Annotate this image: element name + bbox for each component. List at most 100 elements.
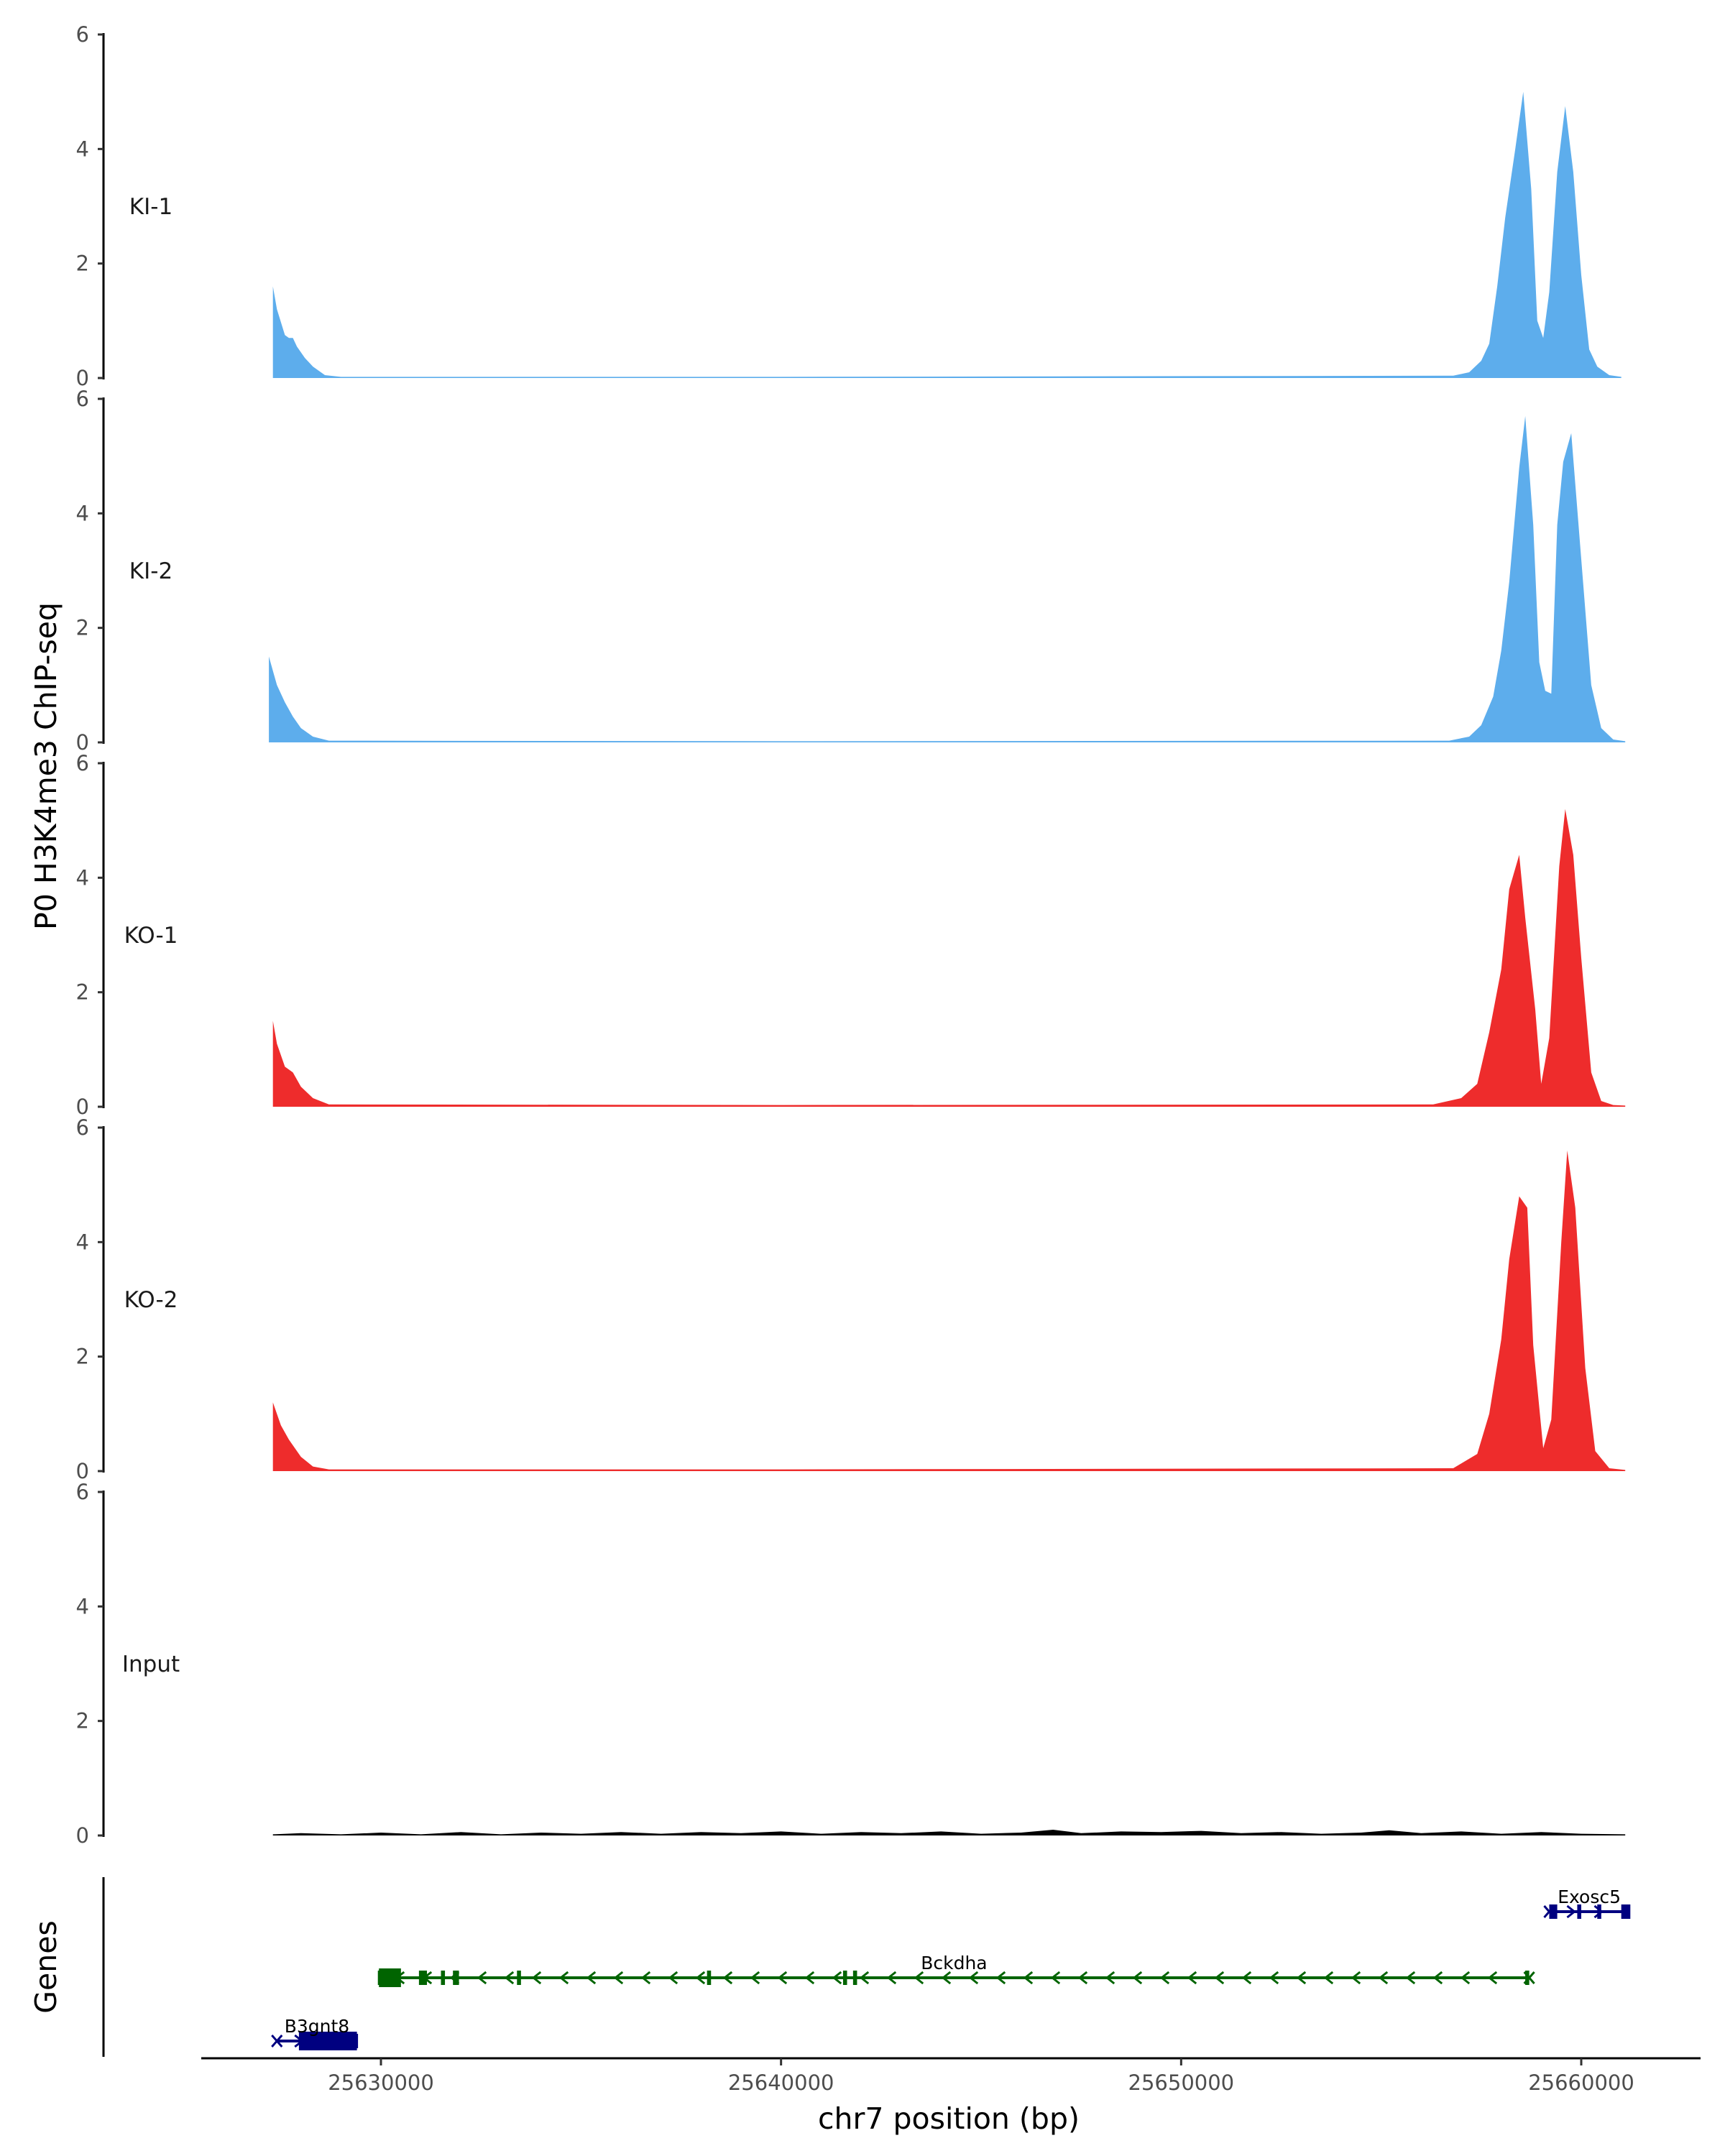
coverage-area-ko-2 (272, 1150, 1626, 1471)
strand-arrow (914, 1971, 924, 1985)
y-tick-label: 4 (76, 865, 89, 890)
y-tick-label: 4 (76, 1594, 89, 1618)
coverage-area-ko-1 (272, 808, 1626, 1107)
strand-arrow (531, 1971, 542, 1985)
genes-track: Genes Exosc5 Bckdha B3gnt8 25630000 25640000 2… (29, 1877, 1701, 2095)
y-tick-label: 6 (76, 751, 89, 775)
strand-arrow (1077, 1971, 1088, 1985)
strand-arrow (1269, 1971, 1279, 1985)
strand-arrow (1241, 1971, 1252, 1985)
coverage-area-ki-2 (269, 415, 1626, 742)
gene-bckdha: Bckdha (377, 1953, 1535, 1987)
track-ki-1: 0 2 4 6 KI-1 (76, 22, 1622, 390)
y-axis-title: P0 H3K4me3 ChIP-seq (29, 602, 63, 930)
track-label: Input (122, 1651, 180, 1677)
x-axis-title: chr7 position (bp) (818, 2101, 1080, 2136)
strand-arrow (859, 1971, 870, 1985)
strand-arrow (1187, 1971, 1197, 1985)
strand-arrow (1296, 1971, 1307, 1985)
y-tick-label: 2 (76, 252, 89, 276)
y-tick-label: 6 (76, 22, 89, 47)
strand-arrow (750, 1971, 760, 1985)
exon (852, 1971, 857, 1985)
strand-arrow (1323, 1971, 1334, 1985)
y-tick-label: 6 (76, 1115, 89, 1140)
strand-arrow (1050, 1971, 1061, 1985)
coverage-area-input (272, 1830, 1626, 1835)
strand-arrow (558, 1971, 569, 1985)
strand-arrow (1378, 1971, 1389, 1985)
x-tick-label: 25640000 (728, 2070, 834, 2095)
y-tick-label: 0 (76, 366, 89, 390)
strand-arrow (777, 1971, 788, 1985)
y-tick-label: 2 (76, 1345, 89, 1369)
strand-arrow (477, 1971, 487, 1985)
tss-marker (271, 2035, 283, 2047)
strand-arrow (1432, 1971, 1443, 1985)
exon (441, 1971, 446, 1985)
track-label: KO-2 (124, 1287, 178, 1313)
exon (1577, 1904, 1581, 1919)
track-label: KI-2 (129, 558, 172, 584)
strand-arrow (1159, 1971, 1170, 1985)
strand-arrow (1105, 1971, 1116, 1985)
track-ko-1: 0 2 4 6 KO-1 (76, 751, 1626, 1119)
strand-arrow (886, 1971, 897, 1985)
strand-arrow (1214, 1971, 1225, 1985)
coverage-area-ki-1 (272, 91, 1622, 378)
y-tick-label: 0 (76, 1459, 89, 1483)
strand-arrow (832, 1971, 842, 1985)
genes-track-title: Genes (29, 1920, 63, 2014)
exon (1549, 1904, 1558, 1919)
exon (298, 2032, 357, 2050)
strand-arrow (1460, 1971, 1471, 1985)
strand-arrow (968, 1971, 979, 1985)
strand-arrow (586, 1971, 597, 1985)
strand-arrow (668, 1971, 678, 1985)
exon (418, 1971, 428, 1985)
strand-arrow (995, 1971, 1006, 1985)
gene-label: B3gnt8 (285, 2016, 349, 2037)
strand-arrow (640, 1971, 651, 1985)
coverage-tracks: 0 2 4 6 KI-1 0 2 4 6 KI-2 0 2 4 6 KO-1 0 2 4 6 KO-2 0 2 4 6 Inpu… (76, 22, 1626, 1848)
gene-label: Exosc5 (1558, 1886, 1621, 1907)
exon (517, 1971, 521, 1985)
exon (379, 1968, 401, 1987)
track-ko-2: 0 2 4 6 KO-2 (76, 1115, 1626, 1483)
track-input: 0 2 4 6 Input (76, 1480, 1626, 1848)
strand-arrow (1351, 1971, 1361, 1985)
x-tick-label: 25650000 (1128, 2070, 1235, 2095)
exon (1525, 1971, 1530, 1985)
y-tick-label: 2 (76, 980, 89, 1005)
strand-arrow (1405, 1971, 1416, 1985)
gene-label: Bckdha (921, 1953, 987, 1973)
y-tick-label: 0 (76, 730, 89, 755)
exon (1621, 1904, 1629, 1919)
y-tick-label: 0 (76, 1823, 89, 1848)
x-tick-label: 25660000 (1528, 2070, 1634, 2095)
y-tick-label: 2 (76, 616, 89, 640)
y-tick-label: 0 (76, 1095, 89, 1119)
y-tick-label: 2 (76, 1709, 89, 1733)
strand-arrow (504, 1971, 515, 1985)
track-ki-2: 0 2 4 6 KI-2 (76, 387, 1626, 755)
strand-arrow (722, 1971, 733, 1985)
track-label: KI-1 (129, 194, 172, 220)
strand-arrow (804, 1971, 815, 1985)
strand-arrow (1487, 1971, 1498, 1985)
track-label: KO-1 (124, 923, 178, 949)
exon (453, 1971, 459, 1985)
strand-arrow (1593, 1904, 1604, 1919)
y-tick-label: 4 (76, 501, 89, 525)
strand-arrow (1132, 1971, 1143, 1985)
y-tick-label: 4 (76, 1230, 89, 1254)
strand-arrow (695, 1971, 706, 1985)
strand-arrow (941, 1971, 952, 1985)
strand-arrow (1023, 1971, 1034, 1985)
x-tick-label: 25630000 (328, 2070, 434, 2095)
exon (707, 1971, 712, 1985)
exon (842, 1971, 847, 1985)
gene-exosc5: Exosc5 (1543, 1886, 1631, 1919)
exon (1597, 1904, 1601, 1919)
